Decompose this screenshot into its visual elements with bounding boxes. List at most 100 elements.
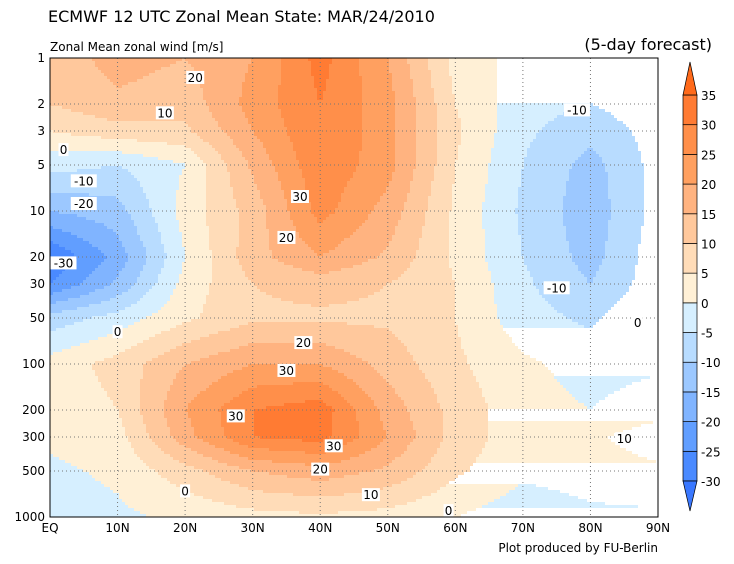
field-cell — [83, 319, 140, 322]
field-cell — [431, 382, 479, 385]
field-cell — [461, 136, 494, 139]
field-cell — [395, 112, 416, 115]
field-cell — [305, 400, 323, 403]
field-cell — [50, 499, 122, 502]
field-cell — [359, 385, 392, 388]
field-cell — [494, 136, 536, 139]
field-cell — [584, 274, 596, 277]
field-cell — [62, 271, 92, 274]
x-tick-label: 10N — [105, 521, 129, 535]
field-cell — [206, 163, 227, 166]
field-cell — [353, 439, 383, 442]
field-cell — [458, 145, 494, 148]
field-cell — [59, 274, 89, 277]
field-cell — [125, 205, 149, 208]
field-cell — [548, 121, 623, 124]
field-cell — [254, 412, 332, 415]
field-cell — [431, 70, 449, 73]
field-cell — [206, 193, 233, 196]
colorbar-segment — [682, 154, 698, 185]
field-cell — [356, 382, 389, 385]
field-cell — [611, 208, 644, 211]
field-cell — [203, 91, 242, 94]
field-cell — [488, 178, 521, 181]
field-cell — [164, 352, 218, 355]
field-cell — [332, 58, 359, 61]
field-cell — [482, 394, 572, 397]
field-cell — [362, 91, 395, 94]
field-cell — [347, 400, 374, 403]
field-cell — [491, 280, 533, 283]
field-cell — [188, 403, 224, 406]
field-cell — [332, 430, 359, 433]
field-cell — [206, 100, 239, 103]
field-cell — [389, 61, 407, 64]
field-cell — [125, 307, 161, 310]
field-cell — [125, 250, 146, 253]
field-cell — [392, 460, 431, 463]
field-cell — [428, 202, 452, 205]
field-cell — [518, 220, 563, 223]
field-cell — [176, 211, 206, 214]
field-cell — [50, 394, 107, 397]
field-cell — [362, 76, 392, 79]
field-cell — [62, 289, 95, 292]
field-cell — [290, 211, 311, 214]
field-cell — [455, 322, 500, 325]
field-cell — [518, 199, 563, 202]
field-cell — [71, 346, 131, 349]
field-cell — [383, 466, 425, 469]
field-cell — [470, 367, 548, 370]
field-cell — [140, 457, 173, 460]
field-cell — [59, 244, 92, 247]
field-cell — [176, 199, 206, 202]
field-cell — [50, 280, 53, 283]
field-cell — [245, 73, 281, 76]
colorbar-segment — [682, 213, 698, 244]
field-cell — [164, 415, 188, 418]
field-cell — [395, 154, 416, 157]
field-cell — [443, 421, 488, 424]
field-cell — [227, 166, 248, 169]
field-cell — [206, 301, 293, 304]
field-cell — [185, 364, 248, 367]
field-cell — [170, 388, 206, 391]
field-cell — [380, 442, 410, 445]
field-cell — [467, 355, 530, 358]
field-cell — [389, 241, 419, 244]
field-cell — [362, 142, 395, 145]
field-cell — [140, 400, 164, 403]
field-cell — [158, 445, 185, 448]
field-cell — [491, 274, 530, 277]
field-cell — [557, 115, 614, 118]
field-cell — [143, 421, 167, 424]
field-cell — [239, 466, 383, 469]
field-cell — [206, 184, 230, 187]
field-cell — [278, 106, 362, 109]
field-cell — [80, 295, 116, 298]
field-cell — [278, 97, 317, 100]
field-cell — [191, 319, 455, 322]
field-cell — [140, 298, 170, 301]
field-cell — [194, 397, 233, 400]
field-cell — [392, 88, 413, 91]
field-cell — [425, 376, 476, 379]
field-cell — [164, 451, 197, 454]
field-cell — [179, 181, 206, 184]
field-cell — [395, 97, 416, 100]
field-cell — [491, 154, 527, 157]
field-cell — [494, 286, 536, 289]
field-cell — [233, 190, 260, 193]
field-cell — [494, 301, 548, 304]
field-cell — [407, 409, 443, 412]
field-cell — [236, 250, 272, 253]
field-cell — [515, 208, 563, 211]
field-cell — [206, 205, 236, 208]
field-cell — [611, 199, 644, 202]
field-cell — [161, 232, 182, 235]
field-cell — [146, 292, 173, 295]
field-cell — [50, 412, 119, 415]
field-cell — [233, 187, 257, 190]
field-cell — [110, 79, 137, 82]
field-cell — [311, 208, 335, 211]
